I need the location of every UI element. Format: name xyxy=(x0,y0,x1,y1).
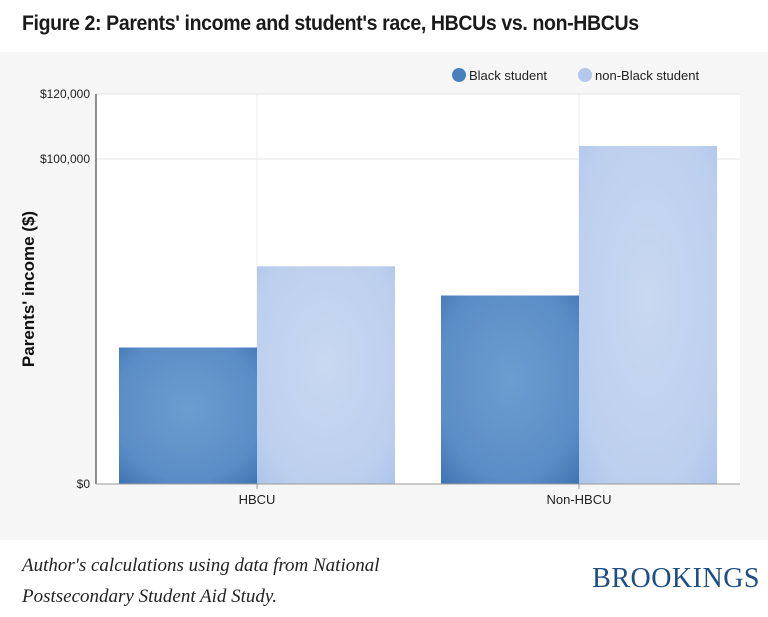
bar-chart: $0 $100,000 $120,000 HBCU Non-HBCU Parents'… xyxy=(19,68,740,507)
y-axis-label: Parents' income ($) xyxy=(19,211,38,367)
bar-hbcu-black-student xyxy=(119,347,257,484)
axes xyxy=(95,94,740,485)
bar-hbcu-non-black-student xyxy=(257,266,395,484)
y-tick-label: $0 xyxy=(77,477,91,491)
y-tick-labels: $0 $100,000 $120,000 xyxy=(40,87,90,491)
legend-swatch xyxy=(578,68,592,82)
brookings-logo: BROOKINGS xyxy=(592,563,760,594)
bars xyxy=(119,146,717,484)
y-tick-label: $100,000 xyxy=(40,152,90,166)
x-tick-label: HBCU xyxy=(239,492,276,507)
legend-label: Black student xyxy=(469,68,547,83)
bar-non-hbcu-black-student xyxy=(441,295,579,484)
legend-label: non-Black student xyxy=(595,68,699,83)
x-tick-labels: HBCU Non-HBCU xyxy=(239,484,612,507)
y-tick-label: $120,000 xyxy=(40,87,90,101)
legend: Black student non-Black student xyxy=(452,68,699,83)
legend-swatch xyxy=(452,68,466,82)
source-note: Author's calculations using data from Na… xyxy=(22,550,502,612)
chart-title: Figure 2: Parents' income and student's … xyxy=(22,12,639,35)
source-note-line-2: Postsecondary Student Aid Study. xyxy=(22,586,278,607)
source-note-line-1: Author's calculations using data from Na… xyxy=(22,555,380,576)
bar-non-hbcu-non-black-student xyxy=(579,146,717,484)
x-tick-label: Non-HBCU xyxy=(546,492,611,507)
